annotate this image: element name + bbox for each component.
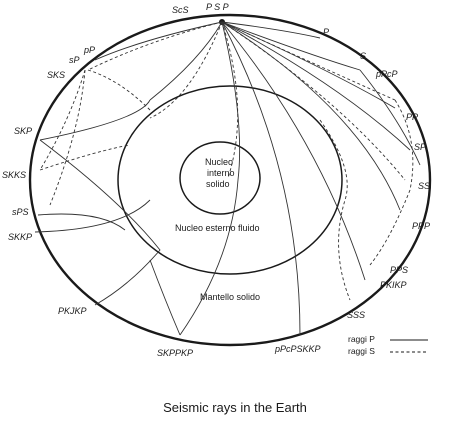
ray-s-upper-right [221, 21, 396, 101]
ray-sps [49, 69, 86, 206]
label-sss: SSS [347, 310, 365, 320]
ray-skp-upper [39, 99, 151, 141]
label-pp-right: PP [406, 112, 418, 122]
ray-ss [221, 21, 406, 181]
ray-pp [221, 21, 396, 109]
label-ss: SS [418, 181, 430, 191]
label-pp-left: pP [83, 45, 95, 55]
ray-skppkp [179, 21, 241, 336]
ray-p-long [221, 21, 411, 151]
ray-pcp-return [359, 69, 421, 166]
ray-skkp [34, 199, 151, 233]
inner-core-boundary [179, 141, 261, 215]
ray-pkjkp [39, 139, 161, 306]
outer-core-boundary [117, 85, 343, 275]
label-skppkp: SKPPKP [157, 348, 193, 358]
label-ppp: PPP [412, 221, 430, 231]
label-ppcp: pPcP [375, 69, 398, 79]
ray-skks [39, 69, 86, 171]
ray-skppkp-lower [149, 259, 181, 336]
label-skks: SKKS [2, 170, 26, 180]
label-inner-core-line3: solido [206, 179, 230, 189]
label-skp: SKP [14, 126, 32, 136]
ray-sp-left [149, 21, 223, 101]
label-pps: PPS [390, 265, 408, 275]
label-inner-core-line2: interno [207, 168, 235, 178]
label-outer-core: Nucleo esterno fluido [175, 223, 260, 233]
legend-p-label: raggi P [348, 334, 375, 344]
legend: raggi P raggi S [348, 334, 428, 356]
ray-pkikp-right [221, 21, 366, 281]
ray-pp-left [94, 21, 223, 61]
figure-caption: Seismic rays in the Earth [163, 400, 307, 415]
ray-scs [149, 21, 223, 119]
label-sps: sPS [12, 207, 29, 217]
ray-skks-inner [39, 144, 131, 171]
ray-pcp-upper [221, 21, 361, 71]
label-skkp: SKKP [8, 232, 32, 242]
legend-s-label: raggi S [348, 346, 375, 356]
label-p-s-p: P S P [206, 2, 229, 12]
label-inner-core-line1: Nucleo [205, 157, 233, 167]
label-sks: SKS [47, 70, 65, 80]
ray-pps [369, 99, 414, 266]
diagram-canvas: ScS P S P P S pPcP PP SP SS PPP PPS PKIK… [2, 2, 432, 358]
label-mantle: Mantello solido [200, 292, 260, 302]
label-sp-left: sP [69, 55, 80, 65]
ray-pcpskkp [221, 21, 301, 336]
label-scs: ScS [172, 5, 189, 15]
label-pkjkp: PKJKP [58, 306, 87, 316]
ray-sss [319, 119, 351, 301]
seismic-ray-diagram: ScS P S P P S pPcP PP SP SS PPP PPS PKIK… [2, 2, 432, 358]
ray-sps-left [37, 213, 126, 231]
ray-p-direct [221, 21, 321, 39]
label-ppcpskkp: pPcPSKKP [274, 344, 321, 354]
ray-sks [87, 69, 151, 111]
label-pkikp: PKIKP [380, 280, 407, 290]
label-p: P [323, 27, 329, 37]
label-sp-right: SP [414, 142, 426, 152]
earth-surface-circle [28, 13, 432, 347]
ray-inner-core-s [221, 21, 239, 179]
label-s: S [360, 51, 366, 61]
ray-s-left [87, 21, 223, 71]
